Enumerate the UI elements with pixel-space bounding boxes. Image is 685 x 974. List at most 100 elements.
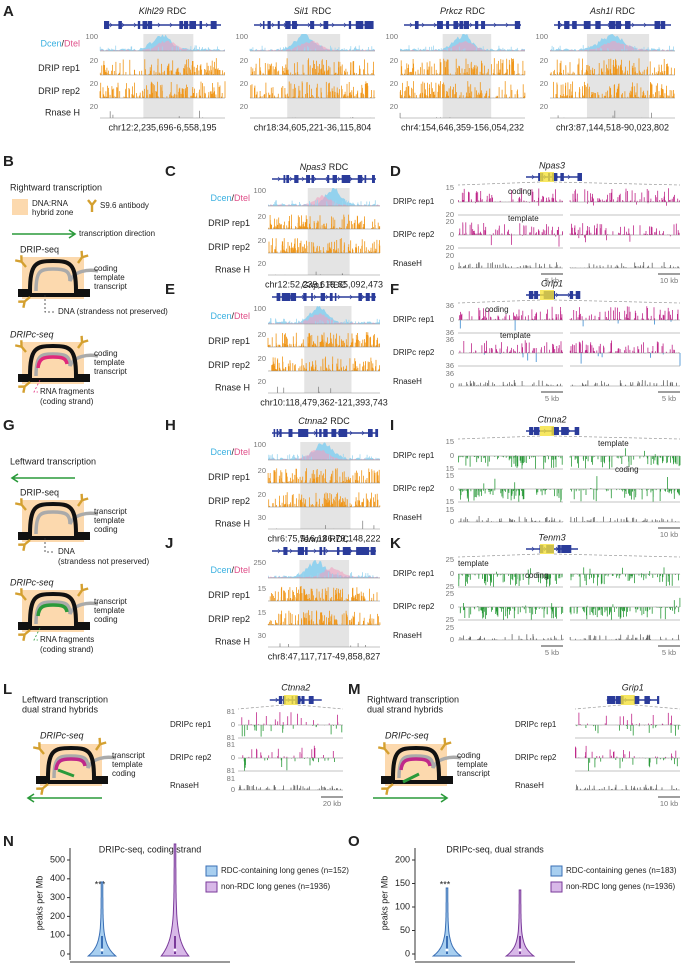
gene-exons <box>283 547 376 555</box>
panel-title: dual strand hybrids <box>367 704 444 714</box>
zoom-lines <box>237 704 344 710</box>
scale-label: 81 <box>227 707 235 716</box>
scale-label: 0 <box>450 263 454 272</box>
scale-label: 20 <box>390 79 398 88</box>
gene-title: Grip1 RDC <box>302 280 347 290</box>
strand-label: template <box>458 559 489 568</box>
strand-label: template <box>94 358 125 367</box>
gene-name: Tenm3 <box>538 532 565 542</box>
gene-tag: RDC <box>616 6 636 16</box>
track-label: DRIPc rep1 <box>515 720 557 729</box>
method-label: DRIP-seq <box>20 487 59 497</box>
legend-swatch <box>205 865 218 877</box>
violin <box>86 881 118 957</box>
signal <box>571 380 680 386</box>
track-label: DRIP rep2 <box>208 496 250 506</box>
gene-arrows <box>559 22 659 28</box>
ratio-part: Dcen <box>210 311 231 321</box>
scale-label: 0 <box>450 230 454 239</box>
scale-label: 15 <box>446 471 454 480</box>
coordinate: chr6:75,916,186-79,148,222 <box>267 533 380 543</box>
strand-label: coding <box>525 571 549 580</box>
ratio-part: Dcen <box>210 565 231 575</box>
gene-name: Ctnna2 <box>281 682 310 692</box>
strand-label: transcript <box>457 769 491 778</box>
panel-label: C <box>165 163 176 180</box>
coordinate: chr8:47,117,717-49,858,827 <box>268 651 380 661</box>
violin <box>504 889 536 957</box>
scale-label: 100 <box>253 440 266 449</box>
signal <box>569 188 680 202</box>
gene-name: Prkcz <box>440 6 463 16</box>
legend-label: non-RDC long genes (n=1936) <box>221 882 331 891</box>
scale-label: 0 <box>450 451 454 460</box>
gene-tag: RDC <box>329 162 349 172</box>
ratio-part: / <box>231 447 234 457</box>
signal-area <box>268 313 380 324</box>
signal <box>578 235 671 243</box>
scale-bar-label: 5 kb <box>545 648 559 657</box>
antibody <box>77 250 89 264</box>
signal <box>249 81 376 98</box>
antibody <box>77 335 89 349</box>
scale-bar-label: 5 kb <box>545 276 559 285</box>
scale-label: 15 <box>258 608 266 617</box>
transcript-strand <box>52 754 117 779</box>
scale-label: 0 <box>450 197 454 206</box>
scale-label: 36 <box>446 369 454 378</box>
scale-label: 20 <box>446 251 454 260</box>
panel-label: J <box>165 535 173 552</box>
y-tick-label: 100 <box>50 930 65 940</box>
track-label: Dcen/Dtel <box>210 447 250 457</box>
gene-tag: RDC <box>329 534 349 544</box>
signal <box>458 516 564 522</box>
scale-label: 81 <box>227 766 235 775</box>
plot-title: DRIPc-seq, coding strand <box>99 844 202 854</box>
coordinate: chr3:87,144,518-90,023,802 <box>556 122 669 132</box>
track-label: Dcen/Dtel <box>40 39 80 49</box>
gene-title: Ash1l RDC <box>589 6 636 16</box>
scale-bar-label: 10 kb <box>660 530 678 539</box>
direction-arrow <box>12 229 77 239</box>
gene-name: Klhl29 <box>139 6 164 16</box>
scale-label: 100 <box>535 32 548 41</box>
track-label: RnaseH <box>393 631 422 640</box>
violin-median <box>173 948 177 952</box>
signal <box>267 332 380 347</box>
antibody <box>14 340 27 353</box>
signal <box>490 235 560 247</box>
dna-duplex <box>36 745 108 780</box>
signal <box>569 340 680 353</box>
dna-duplex <box>18 343 90 378</box>
scale-label: 20 <box>90 79 98 88</box>
method-label: DRIP-seq <box>20 244 59 254</box>
scale-label: 20 <box>90 56 98 65</box>
gene-exons <box>104 21 217 29</box>
rna-fragment <box>54 757 87 771</box>
track-label: DRIPc rep2 <box>393 348 435 357</box>
legend-label: S9.6 antibody <box>100 201 149 210</box>
gene-name: Tenm3 <box>299 534 326 544</box>
rna-fragment <box>399 757 432 771</box>
scale-label: 0 <box>450 484 454 493</box>
antibody <box>18 629 31 642</box>
track-label: DRIP rep2 <box>208 360 250 370</box>
violin-median <box>445 948 449 952</box>
direction-arrow <box>373 793 449 803</box>
signal <box>590 476 669 489</box>
track-label: DRIP rep2 <box>38 86 80 96</box>
signal <box>458 380 561 386</box>
signal <box>575 567 665 574</box>
note-leader <box>44 295 55 313</box>
legend-label: non-RDC long genes (n=1936) <box>566 882 676 891</box>
plot-title: DRIPc-seq, dual strands <box>446 844 544 854</box>
strand-label: coding <box>94 525 118 534</box>
track-label: DRIPc rep1 <box>393 451 435 460</box>
scale-label: 36 <box>446 301 454 310</box>
scale-label: 20 <box>258 490 266 499</box>
strand-label: template <box>598 439 629 448</box>
gene-name: Ctnna2 <box>537 414 566 424</box>
zoom-lines <box>457 299 681 304</box>
antibody <box>14 588 27 601</box>
track-label: Dcen/Dtel <box>210 193 250 203</box>
